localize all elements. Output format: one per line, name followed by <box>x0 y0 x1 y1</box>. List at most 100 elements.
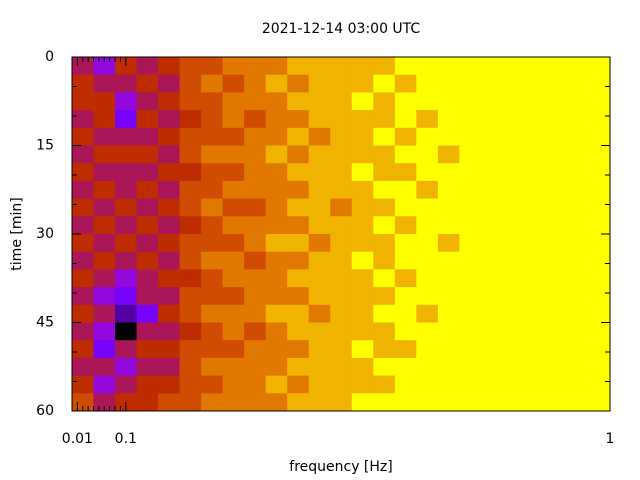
heatmap-cell <box>115 180 138 200</box>
heatmap-cell <box>416 287 439 306</box>
y-tick-label: 60 <box>36 403 54 419</box>
heatmap-cell <box>115 375 138 394</box>
heatmap-cell <box>351 375 374 394</box>
heatmap-cell <box>523 127 546 146</box>
heatmap-cell <box>566 251 589 270</box>
heatmap-cell <box>545 234 568 253</box>
heatmap-cell <box>136 375 159 394</box>
heatmap-cell <box>351 304 374 323</box>
heatmap-cell <box>373 145 396 164</box>
heatmap-cell <box>416 304 439 323</box>
heatmap-cell <box>115 74 138 93</box>
heatmap-cell <box>373 74 396 93</box>
heatmap-cell <box>72 216 95 235</box>
heatmap-cell <box>330 322 353 341</box>
heatmap-cell <box>588 163 611 182</box>
heatmap-cell <box>244 304 267 323</box>
heatmap-cell <box>93 340 116 359</box>
heatmap-cell <box>588 251 611 270</box>
heatmap-cell <box>545 287 568 306</box>
heatmap-cell <box>330 163 353 182</box>
heatmap-cell <box>179 375 202 394</box>
heatmap-cell <box>330 287 353 306</box>
heatmap-cell <box>566 322 589 341</box>
heatmap-cell <box>287 269 310 288</box>
heatmap-cell <box>502 340 525 359</box>
heatmap-cell <box>566 180 589 200</box>
heatmap-cell <box>373 322 396 341</box>
heatmap-cell <box>480 163 503 182</box>
heatmap-cell <box>437 92 460 111</box>
heatmap-cell <box>115 287 138 306</box>
heatmap-cell <box>545 216 568 235</box>
heatmap-cell <box>308 198 331 217</box>
heatmap-cell <box>330 127 353 146</box>
heatmap-cell <box>179 251 202 270</box>
heatmap-cell <box>179 340 202 359</box>
heatmap-cell <box>179 322 202 341</box>
heatmap-cell <box>136 110 159 129</box>
heatmap-cell <box>308 57 331 76</box>
heatmap-cell <box>437 163 460 182</box>
heatmap-cell <box>158 340 181 359</box>
heatmap-cell <box>502 216 525 235</box>
heatmap-cell <box>545 74 568 93</box>
heatmap-cell <box>201 357 224 377</box>
heatmap-cell <box>93 216 116 235</box>
heatmap-cell <box>136 234 159 253</box>
heatmap-cell <box>287 74 310 93</box>
heatmap-cell <box>244 110 267 129</box>
heatmap-cell <box>480 110 503 129</box>
heatmap-cell <box>179 304 202 323</box>
heatmap-cell <box>93 234 116 253</box>
heatmap-cell <box>308 322 331 341</box>
heatmap-cell <box>394 234 417 253</box>
heatmap-cell <box>136 145 159 164</box>
heatmap-cell <box>351 74 374 93</box>
heatmap-cell <box>201 340 224 359</box>
heatmap-cell <box>437 287 460 306</box>
heatmap-cell <box>588 269 611 288</box>
heatmap-cell <box>222 145 245 164</box>
heatmap-cell <box>244 57 267 76</box>
heatmap-cell <box>394 145 417 164</box>
heatmap-cell <box>93 92 116 111</box>
heatmap-cell <box>373 269 396 288</box>
heatmap-cell <box>308 234 331 253</box>
heatmap-cell <box>115 269 138 288</box>
heatmap-cell <box>523 375 546 394</box>
heatmap-cell <box>136 251 159 270</box>
heatmap-cell <box>265 163 288 182</box>
heatmap-cell <box>502 110 525 129</box>
heatmap-cell <box>93 251 116 270</box>
heatmap-cell <box>222 110 245 129</box>
heatmap-cell <box>244 127 267 146</box>
heatmap-cell <box>523 74 546 93</box>
heatmap-cell <box>545 145 568 164</box>
heatmap-cell <box>287 145 310 164</box>
heatmap-cell <box>179 180 202 200</box>
heatmap-cell <box>502 180 525 200</box>
heatmap-cell <box>115 322 138 341</box>
heatmap-cell <box>244 180 267 200</box>
x-tick-label: 0.01 <box>62 431 93 447</box>
heatmap-cell <box>394 92 417 111</box>
heatmap-cell <box>244 198 267 217</box>
heatmap-cell <box>566 57 589 76</box>
heatmap-cell <box>416 340 439 359</box>
heatmap-cell <box>394 251 417 270</box>
heatmap-cell <box>351 180 374 200</box>
heatmap-cell <box>480 287 503 306</box>
heatmap-cell <box>201 269 224 288</box>
heatmap-cell <box>308 92 331 111</box>
heatmap-cell <box>330 304 353 323</box>
y-axis-label: time [min] <box>9 197 25 270</box>
heatmap-cell <box>158 375 181 394</box>
heatmap-cell <box>330 357 353 377</box>
heatmap-cell <box>437 110 460 129</box>
heatmap-cell <box>265 92 288 111</box>
heatmap-cell <box>588 92 611 111</box>
heatmap-cell <box>201 198 224 217</box>
heatmap-cell <box>201 163 224 182</box>
heatmap-cell <box>480 251 503 270</box>
